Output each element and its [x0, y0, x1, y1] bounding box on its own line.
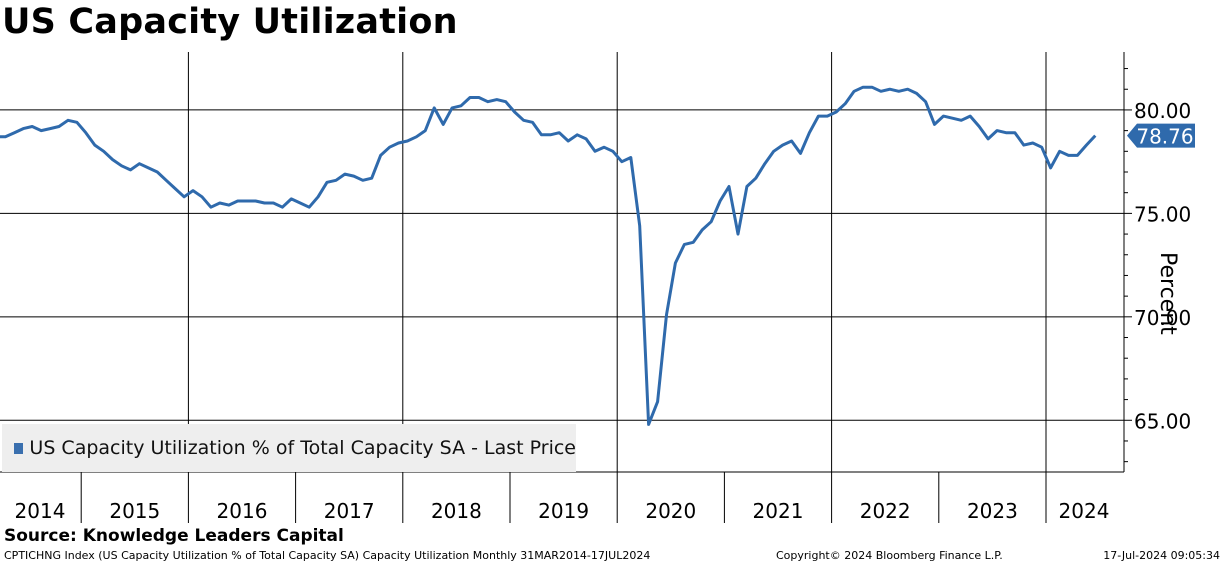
page-title: US Capacity Utilization: [2, 2, 458, 42]
x-tick-label: 2017: [324, 499, 375, 523]
series-line: [0, 85, 1097, 426]
x-tick-label: 2024: [1059, 499, 1110, 523]
chart-legend: US Capacity Utilization % of Total Capac…: [2, 424, 576, 472]
last-price-label: 78.76: [1136, 125, 1193, 149]
footer-copyright: Copyright© 2024 Bloomberg Finance L.P.: [776, 549, 1003, 562]
footer-timestamp: 17-Jul-2024 09:05:34: [1103, 549, 1220, 562]
y-tick-label: 70.00: [1134, 306, 1191, 330]
x-tick-label: 2016: [217, 499, 268, 523]
x-tick-label: 2020: [645, 499, 696, 523]
x-tick-label: 2018: [431, 499, 482, 523]
x-tick-label: 2014: [15, 499, 66, 523]
source-note: Source: Knowledge Leaders Capital: [4, 526, 344, 546]
y-tick-label: 80.00: [1134, 99, 1191, 123]
y-tick-label: 65.00: [1134, 409, 1191, 433]
legend-label: US Capacity Utilization % of Total Capac…: [29, 437, 576, 459]
x-tick-label: 2015: [109, 499, 160, 523]
x-tick-label: 2021: [753, 499, 804, 523]
y-axis-label: Percent: [1155, 252, 1180, 335]
x-tick-label: 2022: [860, 499, 911, 523]
legend-swatch: [14, 442, 24, 454]
last-price-badge: [1127, 123, 1195, 148]
x-tick-label: 2023: [967, 499, 1018, 523]
footer-index-description: CPTICHNG Index (US Capacity Utilization …: [4, 549, 651, 562]
x-tick-label: 2019: [538, 499, 589, 523]
y-tick-label: 75.00: [1134, 202, 1191, 226]
